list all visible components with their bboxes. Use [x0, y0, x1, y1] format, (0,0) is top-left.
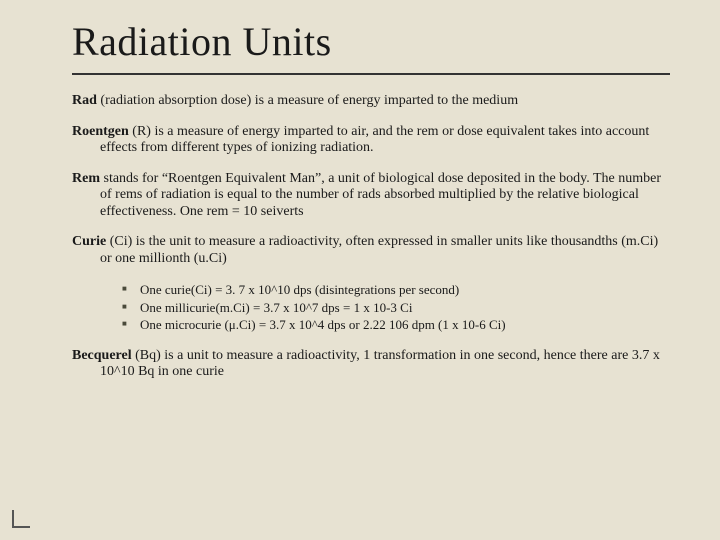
curie-sublist: One curie(Ci) = 3. 7 x 10^10 dps (disint…	[122, 281, 670, 334]
definition-rad: Rad (radiation absorption dose) is a mea…	[72, 93, 670, 110]
text-roentgen: (R) is a measure of energy imparted to a…	[100, 124, 649, 156]
corner-decoration-icon	[12, 510, 30, 528]
text-rad: (radiation absorption dose) is a measure…	[97, 93, 518, 108]
term-rem: Rem	[72, 171, 100, 186]
text-becquerel: (Bq) is a unit to measure a radioactivit…	[100, 348, 660, 380]
definition-curie: Curie (Ci) is the unit to measure a radi…	[72, 234, 670, 267]
list-item: One microcurie (μ.Ci) = 3.7 x 10^4 dps o…	[122, 316, 670, 334]
title-underline	[72, 73, 670, 75]
list-item: One curie(Ci) = 3. 7 x 10^10 dps (disint…	[122, 281, 670, 299]
term-curie: Curie	[72, 234, 106, 249]
definitions-block: Rad (radiation absorption dose) is a mea…	[72, 93, 670, 381]
list-item: One millicurie(m.Ci) = 3.7 x 10^7 dps = …	[122, 299, 670, 317]
text-curie: (Ci) is the unit to measure a radioactiv…	[100, 234, 658, 266]
definition-roentgen: Roentgen (R) is a measure of energy impa…	[72, 124, 670, 157]
term-becquerel: Becquerel	[72, 348, 132, 363]
term-rad: Rad	[72, 93, 97, 108]
definition-rem: Rem stands for “Roentgen Equivalent Man”…	[72, 171, 670, 221]
term-roentgen: Roentgen	[72, 124, 129, 139]
page-title: Radiation Units	[72, 18, 670, 65]
definition-becquerel: Becquerel (Bq) is a unit to measure a ra…	[72, 348, 670, 381]
text-rem: stands for “Roentgen Equivalent Man”, a …	[100, 171, 661, 219]
